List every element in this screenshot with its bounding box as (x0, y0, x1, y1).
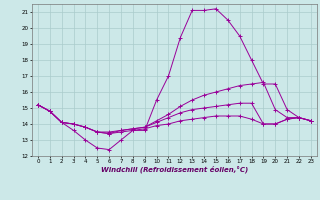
X-axis label: Windchill (Refroidissement éolien,°C): Windchill (Refroidissement éolien,°C) (101, 166, 248, 173)
